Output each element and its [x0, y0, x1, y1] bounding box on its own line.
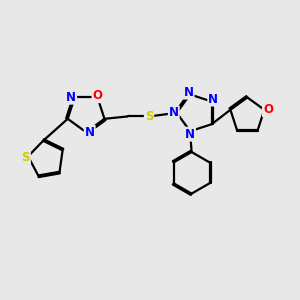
Text: N: N [169, 106, 179, 119]
Text: N: N [185, 128, 195, 141]
Text: S: S [145, 110, 153, 123]
Text: N: N [66, 91, 76, 104]
Text: N: N [85, 126, 95, 139]
Text: O: O [92, 89, 103, 102]
Text: O: O [263, 103, 273, 116]
Text: N: N [208, 93, 218, 106]
Text: S: S [21, 152, 30, 164]
Text: N: N [184, 85, 194, 99]
